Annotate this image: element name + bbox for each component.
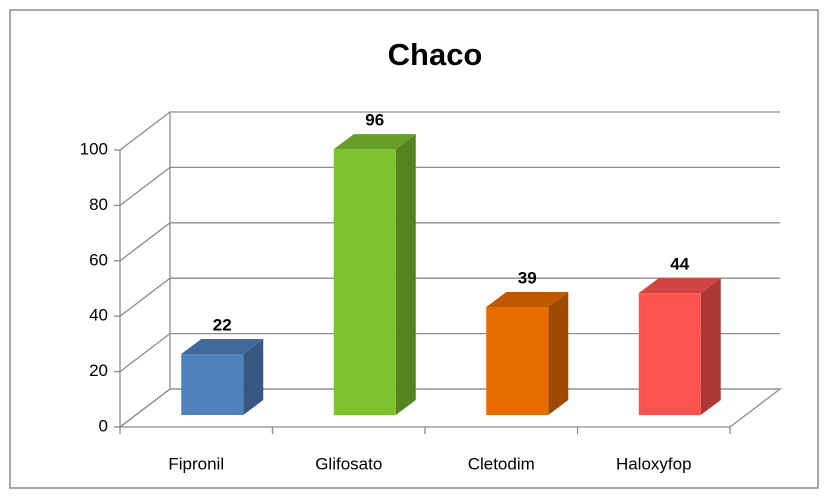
data-label: 22 bbox=[213, 316, 232, 335]
chart-title: Chaco bbox=[388, 37, 483, 72]
bar-side bbox=[700, 278, 721, 415]
y-tick-label: 40 bbox=[89, 306, 108, 325]
grid-line bbox=[119, 277, 780, 317]
bar bbox=[181, 354, 244, 415]
grid-line bbox=[119, 388, 780, 428]
bar bbox=[333, 149, 396, 415]
x-tick-label: Cletodim bbox=[468, 454, 535, 473]
grid-line bbox=[119, 111, 780, 151]
bar-side bbox=[243, 339, 264, 415]
grid-line bbox=[119, 332, 780, 373]
bar-top bbox=[333, 134, 416, 150]
bar-top bbox=[638, 278, 721, 294]
data-label: 39 bbox=[518, 268, 537, 287]
y-tick-label: 20 bbox=[89, 361, 108, 380]
y-tick-label: 60 bbox=[89, 250, 108, 269]
bar-side bbox=[395, 134, 416, 415]
grid-line bbox=[119, 166, 780, 206]
grid-line bbox=[119, 222, 780, 262]
x-tick-label: Glifosato bbox=[315, 454, 382, 473]
data-label: 96 bbox=[365, 111, 384, 130]
bar-side bbox=[548, 291, 569, 415]
data-label: 44 bbox=[670, 255, 689, 274]
x-tick-label: Fipronil bbox=[168, 454, 224, 473]
bar bbox=[638, 293, 701, 415]
y-tick-label: 80 bbox=[89, 195, 108, 214]
y-tick-label: 100 bbox=[80, 139, 108, 158]
bar bbox=[486, 306, 549, 415]
bar-top bbox=[181, 339, 264, 355]
y-tick-label: 0 bbox=[99, 416, 108, 435]
bar-top bbox=[486, 291, 569, 307]
x-tick-label: Haloxyfop bbox=[616, 454, 692, 473]
